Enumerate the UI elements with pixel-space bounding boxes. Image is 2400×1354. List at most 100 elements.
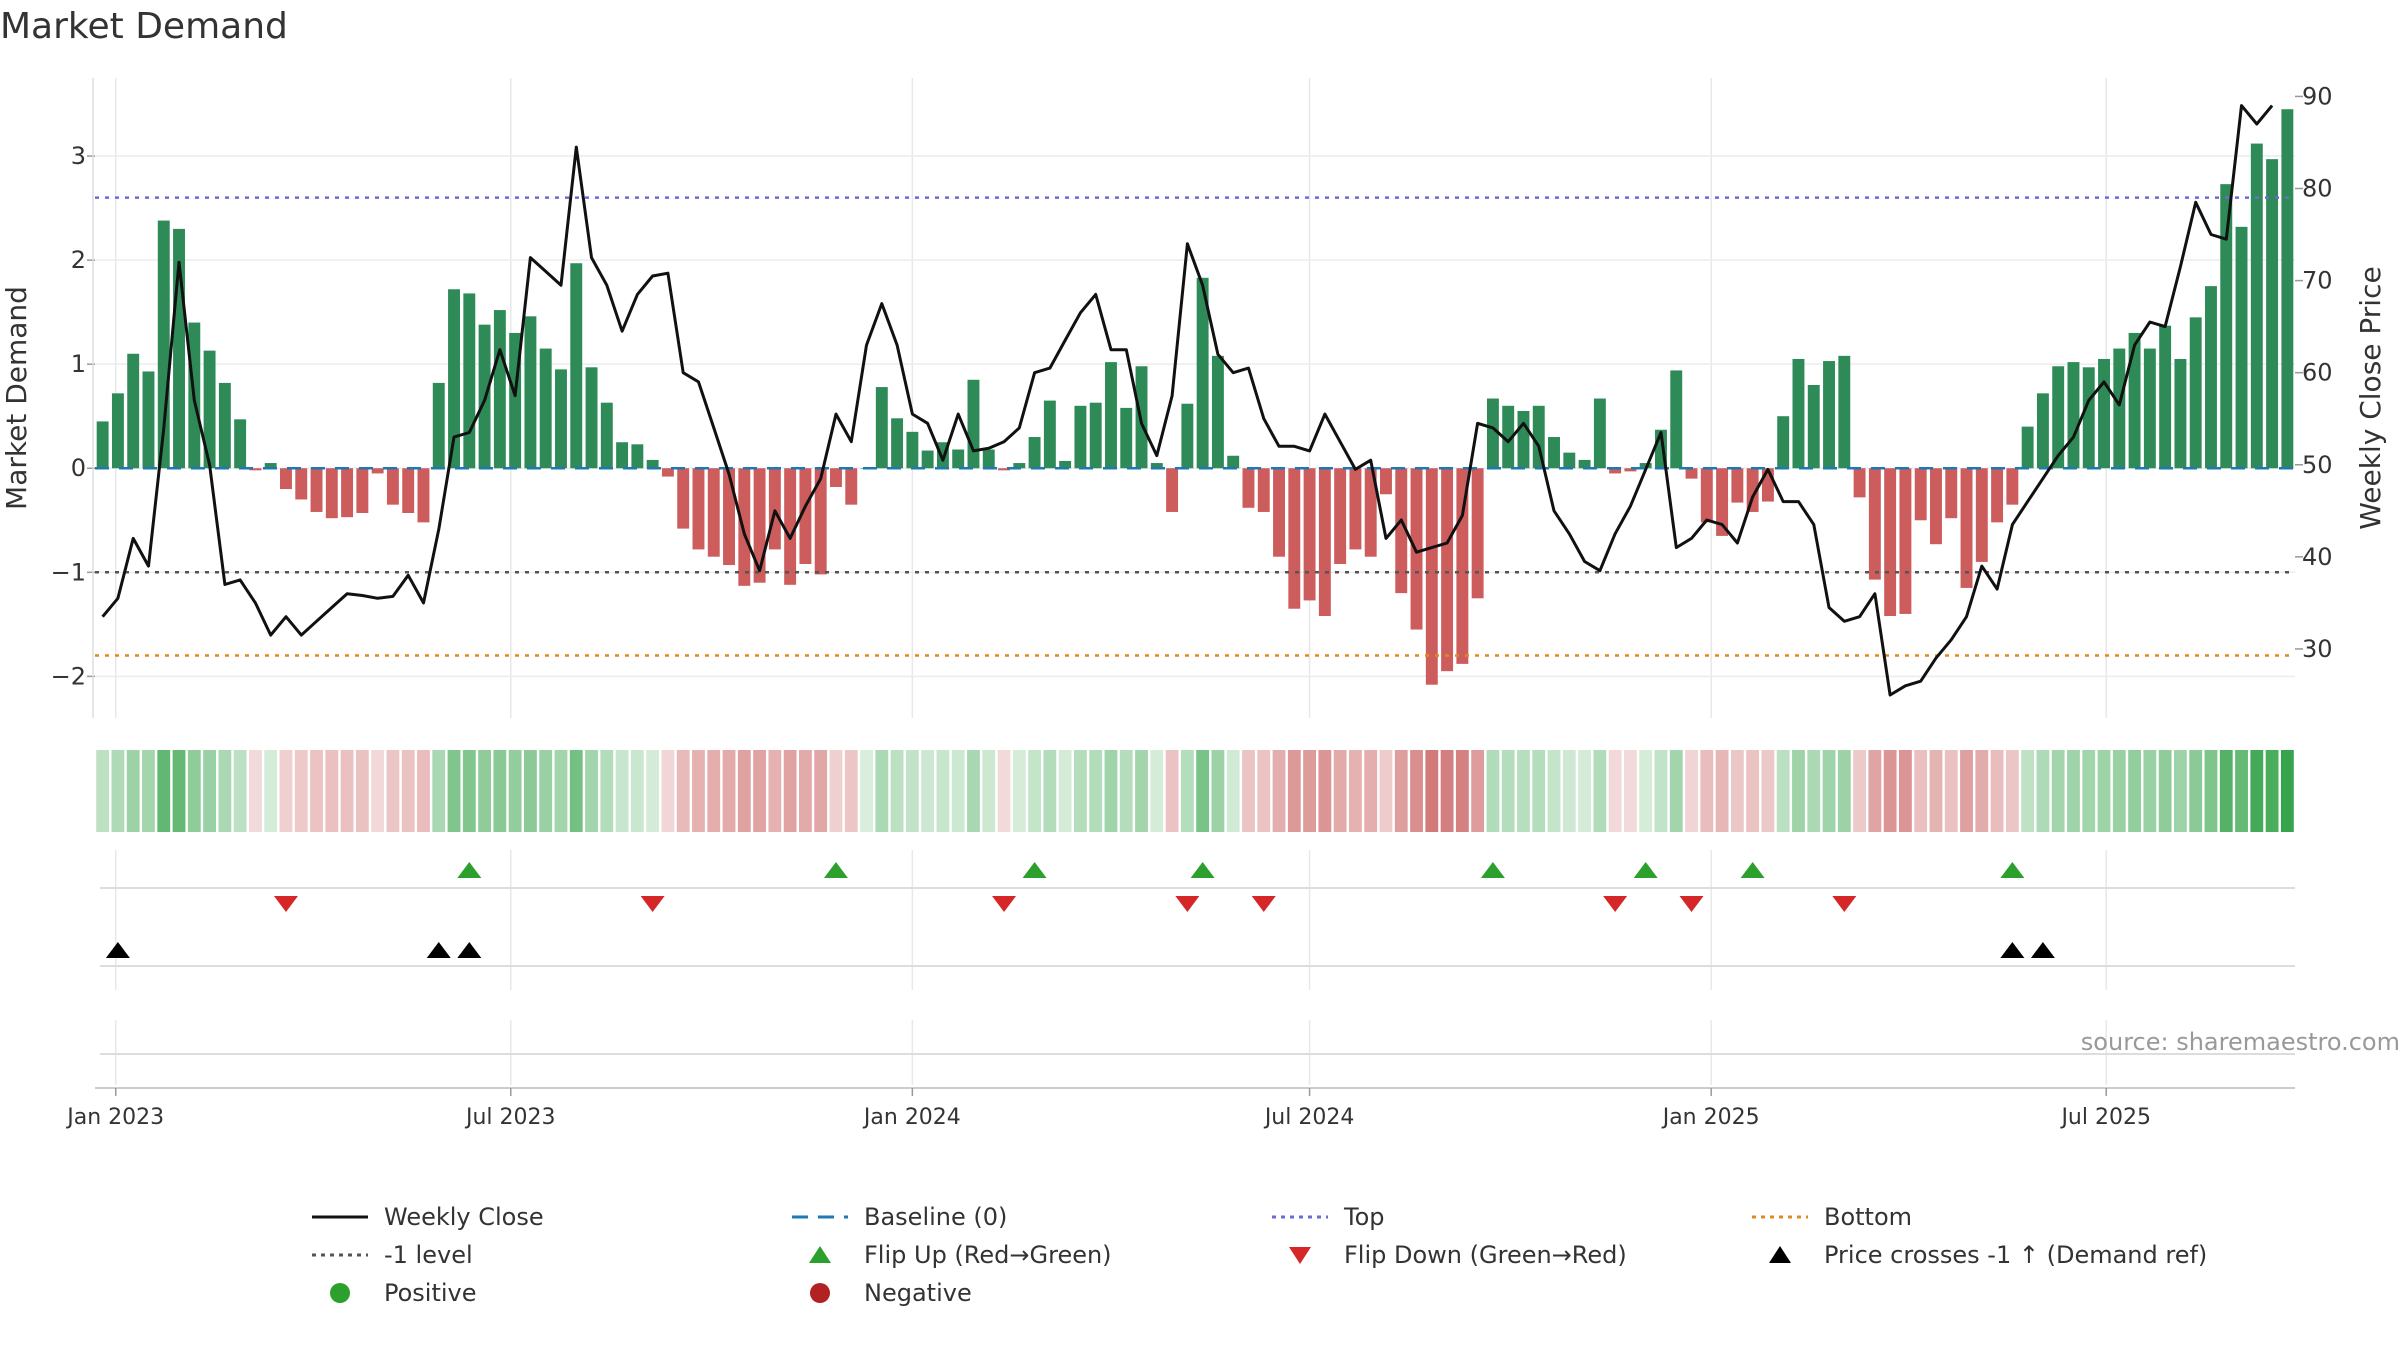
demand-bar xyxy=(1563,452,1576,469)
heat-strip-cell xyxy=(111,750,125,832)
y-right-tick-label: 70 xyxy=(2302,267,2333,295)
heat-strip-cell xyxy=(203,750,216,832)
price-cross-marker xyxy=(426,942,451,958)
x-tick-label: Jul 2025 xyxy=(2059,1105,2151,1130)
legend-flip-down: Flip Down (Green→Red) xyxy=(1270,1238,1627,1272)
demand-bar xyxy=(891,418,904,469)
heat-strip-cell xyxy=(1639,750,1653,832)
heat-strip-cell xyxy=(2143,750,2157,832)
heat-strip-cell xyxy=(737,750,751,832)
heat-strip-cell xyxy=(1410,750,1423,832)
demand-bar xyxy=(1975,468,1988,562)
heat-strip-cell xyxy=(2082,750,2096,832)
heat-strip-cell xyxy=(600,750,614,832)
legend-bottom-swatch xyxy=(1752,1215,1808,1219)
flip-down-marker xyxy=(640,896,665,912)
demand-bar xyxy=(142,371,155,469)
demand-bar xyxy=(2082,367,2095,469)
heat-strip-cell xyxy=(615,750,629,832)
heat-strip-cell xyxy=(1715,750,1729,832)
demand-bar xyxy=(1899,468,1912,614)
heat-strip-cell xyxy=(1730,750,1744,832)
demand-bar xyxy=(157,220,170,469)
demand-bar xyxy=(998,468,1010,471)
demand-bar xyxy=(1059,460,1072,469)
legend-negative-label: Negative xyxy=(864,1279,972,1307)
y-right-tick-label: 30 xyxy=(2302,635,2333,663)
demand-bar xyxy=(585,367,598,469)
demand-bar xyxy=(814,468,827,575)
demand-bar xyxy=(463,293,476,469)
heat-strip-cell xyxy=(2067,750,2080,832)
flip-up-marker xyxy=(2000,862,2025,878)
demand-bar xyxy=(371,468,384,474)
demand-bar xyxy=(310,468,323,512)
heat-strip-cell xyxy=(1455,750,1469,832)
heat-strip-cell xyxy=(829,750,843,832)
demand-bar xyxy=(173,228,185,469)
heat-strip-cell xyxy=(1303,750,1316,832)
heat-strip-cell xyxy=(2021,750,2035,832)
demand-bar xyxy=(1624,468,1637,472)
heat-strip-cell xyxy=(157,750,171,832)
demand-bar xyxy=(1227,455,1240,469)
demand-bar xyxy=(341,468,354,518)
demand-bar xyxy=(570,263,583,469)
heat-strip-cell xyxy=(753,750,766,832)
heat-strip-cell xyxy=(294,750,308,832)
heat-strip-cell xyxy=(1700,750,1714,832)
flip-down-marker xyxy=(1175,896,1200,912)
demand-bar xyxy=(677,468,690,529)
heat-strip-cell xyxy=(967,750,980,832)
heat-strip-cell xyxy=(1257,750,1271,832)
heat-strip-cell xyxy=(799,750,812,832)
demand-bar xyxy=(2052,366,2065,469)
x-tick-label: Jan 2025 xyxy=(1661,1105,1760,1130)
demand-bar xyxy=(1380,468,1392,495)
heat-strip-cell xyxy=(1944,750,1958,832)
demand-bar xyxy=(2143,348,2156,469)
demand-bar xyxy=(600,402,613,469)
y-right-tick-label: 40 xyxy=(2302,543,2333,571)
x-tick-label: Jan 2023 xyxy=(65,1105,164,1130)
weekly-close-line xyxy=(101,104,2274,697)
y-right-axis-label: Weekly Close Price xyxy=(2354,266,2387,529)
legend-flip-down-label: Flip Down (Green→Red) xyxy=(1344,1241,1627,1269)
legend-weekly-close: Weekly Close xyxy=(310,1200,544,1234)
heat-strip-cell xyxy=(1990,750,2004,832)
flip-up-marker xyxy=(823,862,848,878)
heat-strip-cell xyxy=(1440,750,1454,832)
demand-bar xyxy=(1914,468,1927,521)
heat-strip-cell xyxy=(1685,750,1698,832)
demand-bar xyxy=(111,393,124,469)
heat-strip-cell xyxy=(2235,750,2248,832)
price-cross-marker xyxy=(2030,942,2055,958)
y-right-tick-label: 90 xyxy=(2302,82,2333,110)
heat-strip-cell xyxy=(462,750,476,832)
heat-strip-cell xyxy=(921,750,935,832)
demand-bar xyxy=(768,468,781,550)
demand-bar xyxy=(1257,468,1270,512)
heat-strip-cell xyxy=(554,750,568,832)
demand-bar xyxy=(631,444,644,469)
heat-strip-cell xyxy=(2097,750,2111,832)
demand-bar xyxy=(2098,358,2110,469)
demand-bar xyxy=(1838,355,1851,469)
heat-strip-cell xyxy=(2219,750,2233,832)
heat-strip-cell xyxy=(1761,750,1775,832)
demand-bar xyxy=(1884,468,1897,617)
demand-bar xyxy=(127,353,140,469)
demand-bar xyxy=(738,468,751,586)
demand-bar xyxy=(982,449,995,469)
heat-strip-cell xyxy=(493,750,507,832)
demand-bar xyxy=(1823,361,1835,469)
heat-strip-cell xyxy=(1853,750,1866,832)
y-left-tick-label: 2 xyxy=(71,246,86,274)
heat-strip-cell xyxy=(2112,750,2126,832)
demand-bar xyxy=(1043,400,1056,469)
demand-bar xyxy=(723,468,735,566)
heat-strip-cell xyxy=(692,750,705,832)
heat-strip-cell xyxy=(1226,750,1240,832)
demand-bar xyxy=(661,468,674,477)
